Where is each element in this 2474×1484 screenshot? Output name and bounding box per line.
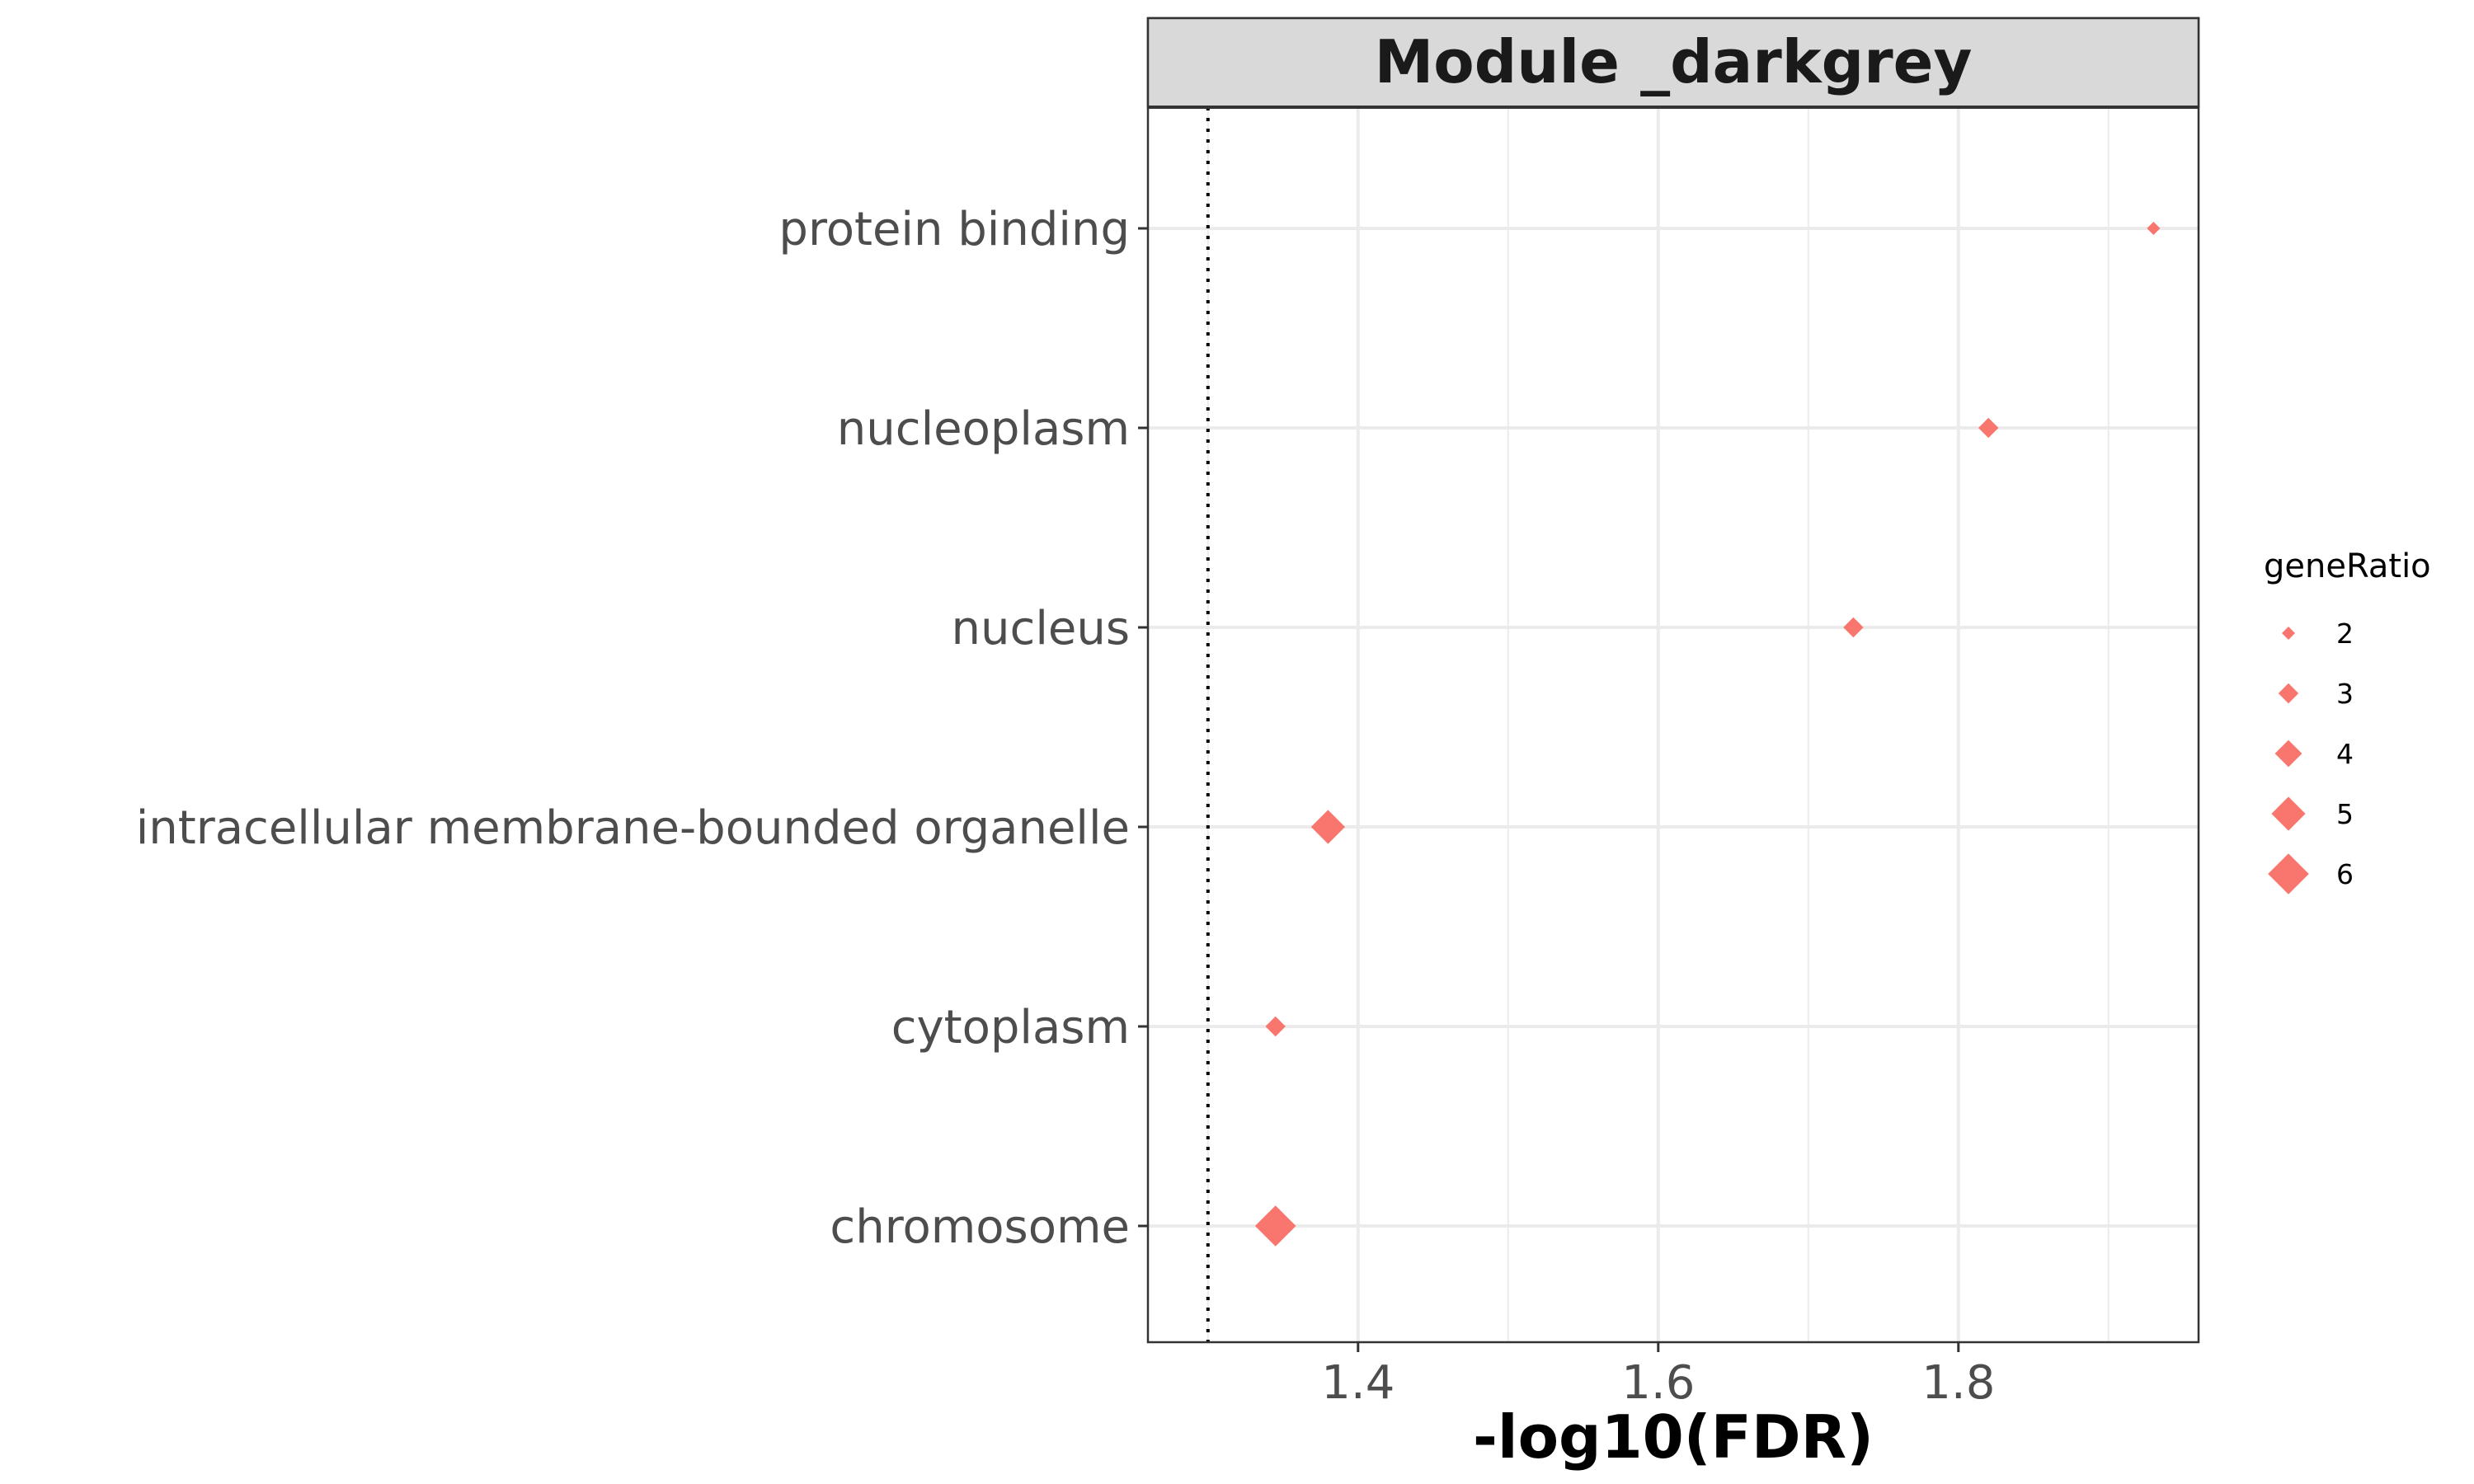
facet-strip <box>1146 16 2200 109</box>
legend-title: geneRatio <box>2264 547 2431 585</box>
chart-title: Module _darkgrey <box>1375 27 1973 96</box>
legend-label: 3 <box>2336 678 2354 710</box>
x-tick-label: 1.8 <box>1921 1356 1995 1410</box>
x-axis-title: -log10(FDR) <box>1473 1402 1874 1472</box>
legend-key-diamond <box>2268 853 2309 895</box>
legend-label: 4 <box>2336 738 2354 770</box>
y-tick-label: chromosome <box>830 1200 1130 1254</box>
data-point <box>1254 1205 1296 1247</box>
x-tick-label: 1.4 <box>1321 1356 1395 1410</box>
legend-key-diamond <box>2282 627 2295 640</box>
legend-items: 2 3 4 5 6 <box>2268 618 2354 895</box>
legend: geneRatio 2 3 4 5 6 <box>2264 547 2431 895</box>
legend-label: 2 <box>2336 618 2354 650</box>
legend-key-diamond <box>2278 683 2299 704</box>
y-tick-label: intracellular membrane-bounded organelle <box>136 801 1130 855</box>
data-point <box>1978 417 1999 439</box>
y-axis: protein binding nucleoplasm nucleus intrace… <box>136 203 1148 1254</box>
y-tick-label: protein binding <box>778 203 1130 256</box>
data-point <box>1843 617 1864 638</box>
legend-key-diamond <box>2274 740 2302 768</box>
legend-key-diamond <box>2271 796 2306 831</box>
y-tick-label: cytoplasm <box>891 1001 1130 1054</box>
legend-label: 6 <box>2336 858 2354 890</box>
data-point <box>1310 810 1345 844</box>
legend-label: 5 <box>2336 798 2354 830</box>
x-tick-label: 1.6 <box>1621 1356 1695 1410</box>
y-tick-label: nucleoplasm <box>837 402 1130 456</box>
data-points <box>1254 222 2161 1247</box>
data-point <box>2147 222 2161 235</box>
y-tick-label: nucleus <box>952 602 1130 655</box>
x-axis: 1.4 1.6 1.8 <box>1321 1342 1995 1410</box>
data-point <box>1265 1016 1286 1037</box>
